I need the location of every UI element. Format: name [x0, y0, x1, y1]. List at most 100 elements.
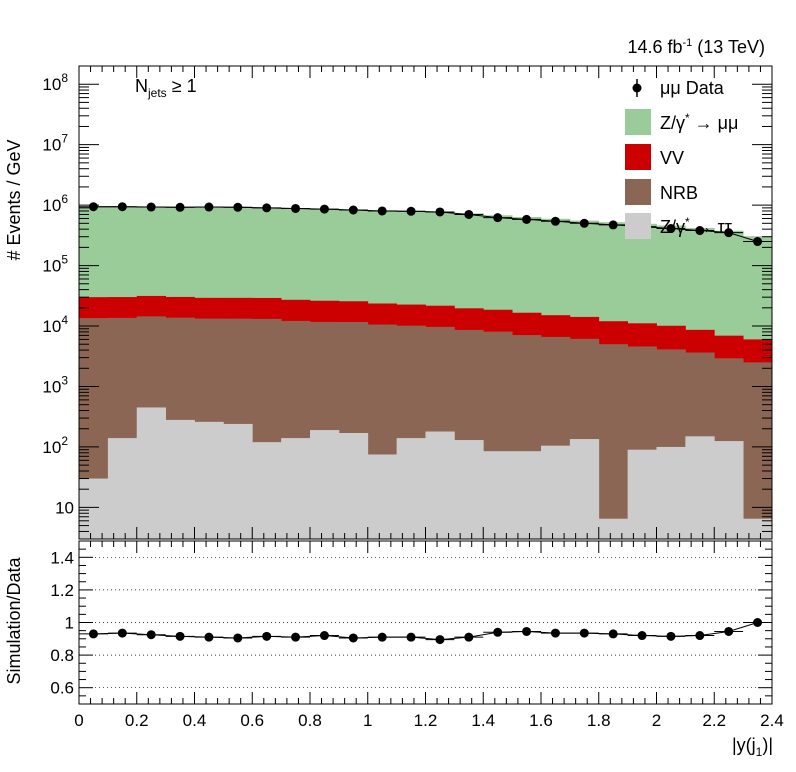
data-point: [204, 202, 214, 212]
ratio-point: [753, 618, 763, 627]
y-tick-label: 108: [42, 71, 68, 94]
bar-ztt: [627, 449, 657, 539]
luminosity-label: 14.6 fb-1 (13 TeV): [627, 37, 765, 57]
legend-data-marker: [632, 83, 642, 93]
bar-ztt: [512, 451, 542, 539]
data-point: [262, 203, 272, 213]
legend-vv-swatch: [625, 144, 651, 170]
x-tick-label: 2: [652, 711, 661, 730]
data-point: [88, 202, 98, 212]
ratio-point: [608, 629, 618, 639]
data-point: [377, 206, 387, 216]
legend-entry-vv: VV: [625, 144, 684, 170]
bar-ztt: [454, 440, 484, 539]
y-tick-label: 104: [42, 313, 68, 336]
ratio-point: [175, 631, 185, 641]
x-axis-title: |y(j1)|: [732, 735, 773, 759]
ratio-y-tick-label: 1.2: [50, 581, 74, 600]
data-point: [608, 220, 618, 230]
bar-ztt: [483, 451, 513, 539]
ratio-point: [262, 631, 272, 641]
ratio-points: [79, 618, 772, 645]
selection-label: Njets ≥ 1: [135, 76, 197, 100]
y-tick-label: 103: [42, 373, 68, 396]
x-tick-label: 0.8: [298, 711, 322, 730]
legend-entry-data: μμ Data: [632, 78, 725, 98]
x-tick-label: 1.8: [587, 711, 611, 730]
ratio-y-tick-label: 0.8: [50, 646, 74, 665]
bar-ztt: [743, 518, 773, 539]
stacked-histogram: [79, 206, 773, 540]
ratio-panel-frame: [78, 540, 773, 705]
data-point: [579, 218, 589, 228]
data-point: [291, 203, 301, 213]
ratio-point: [493, 627, 503, 637]
ratio-y-axis-title: Simulation/Data: [4, 556, 24, 684]
legend-entry-ztt: Z/γ* → ττ: [625, 213, 732, 239]
ratio-y-tick-label: 0.6: [50, 679, 74, 698]
legend-data-label: μμ Data: [660, 78, 725, 98]
x-tick-label: 2.2: [702, 711, 726, 730]
ratio-point: [579, 628, 589, 638]
bar-ztt: [136, 407, 167, 539]
ratio-point: [637, 631, 647, 641]
y-tick-label: 105: [42, 253, 68, 276]
ratio-point: [464, 632, 474, 642]
ratio-point: [291, 632, 301, 642]
ratio-point: [666, 631, 676, 641]
bar-ztt: [569, 439, 600, 539]
legend-zmm-label: Z/γ* → μμ: [660, 111, 738, 133]
data-point: [753, 237, 763, 247]
bar-nrb: [743, 362, 773, 539]
ratio-point: [406, 632, 416, 642]
bar-ztt: [656, 446, 686, 539]
data-point: [348, 205, 358, 215]
data-points: [79, 202, 772, 247]
ratio-point: [550, 628, 560, 638]
x-tick-label: 0.6: [240, 711, 264, 730]
x-tick-label: 1.6: [529, 711, 553, 730]
y-axis-title: # Events / GeV: [4, 139, 24, 260]
bar-ztt: [252, 442, 282, 539]
ratio-point: [695, 631, 705, 641]
y-tick-label: 106: [42, 192, 68, 215]
ratio-panel-axes: 0 0.2 0.4 0.6 0.8 1 1.2 1.4 1.6 1.8 2 2.2 2.4 0.6 0.8 1…: [50, 540, 784, 730]
ratio-panel: 0 0.2 0.4 0.6 0.8 1 1.2 1.4 1.6 1.8 2 2.2 2.4 0.6 0.8 1…: [50, 540, 784, 730]
ratio-point: [377, 632, 387, 642]
y-tick-label: 102: [42, 434, 68, 457]
bar-ztt: [714, 441, 744, 539]
data-point: [146, 202, 156, 212]
data-point: [695, 226, 705, 236]
legend-zmm-swatch: [625, 109, 651, 135]
data-point: [550, 216, 560, 226]
data-point: [724, 228, 734, 238]
bar-nrb: [598, 344, 629, 539]
data-point: [435, 207, 445, 217]
bar-ztt: [310, 430, 340, 539]
ratio-grid: [79, 556, 772, 689]
bar-ztt: [281, 438, 311, 539]
legend-ztt-swatch: [625, 213, 651, 239]
ratio-point: [522, 626, 532, 636]
data-point: [493, 213, 503, 223]
data-point: [319, 204, 329, 214]
data-point: [233, 202, 243, 212]
ratio-point: [117, 628, 127, 638]
bar-ztt: [165, 419, 195, 539]
ratio-point: [319, 631, 329, 641]
x-tick-label: 1: [363, 711, 372, 730]
ratio-y-tick-label: 1.4: [50, 548, 74, 567]
data-point: [406, 206, 416, 216]
data-point: [175, 202, 185, 212]
bar-ztt: [367, 454, 398, 539]
ratio-point: [435, 635, 445, 645]
x-tick-label: 0: [74, 711, 83, 730]
legend-nrb-swatch: [625, 179, 651, 205]
ratio-point: [233, 633, 243, 643]
bar-ztt: [396, 438, 426, 539]
x-tick-label: 2.4: [760, 711, 784, 730]
legend-ztt-label: Z/γ* → ττ: [660, 215, 732, 237]
bar-ztt: [541, 445, 571, 539]
bar-ztt: [223, 423, 253, 539]
